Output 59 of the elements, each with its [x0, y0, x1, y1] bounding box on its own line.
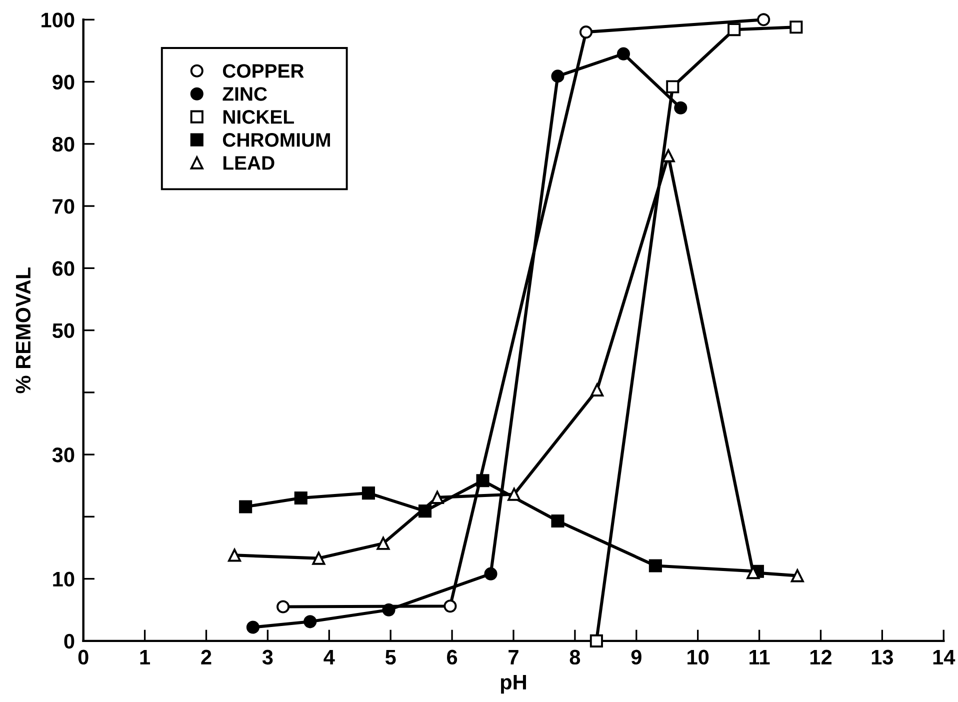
- legend-label: NICKEL: [223, 110, 294, 124]
- x-axis-title: pH: [500, 675, 526, 694]
- point: [579, 26, 593, 39]
- point: [666, 80, 680, 94]
- legend-label: COPPER: [222, 64, 304, 78]
- point: [662, 149, 675, 162]
- x-tick-label: 12: [810, 650, 832, 664]
- x-tick-label: 9: [631, 650, 642, 665]
- point: [476, 474, 490, 488]
- x-tick-label: 10: [688, 650, 709, 665]
- y-tick-label: 90: [52, 74, 74, 90]
- x-tick-label: 2: [201, 650, 212, 664]
- y-tick-label: 70: [52, 199, 74, 214]
- point: [484, 567, 498, 580]
- x-tick-label: 7: [508, 650, 518, 664]
- y-tick-label: 100: [42, 12, 74, 28]
- x-tick-label: 3: [262, 650, 273, 665]
- point: [551, 514, 564, 528]
- x-tick-label: 5: [385, 650, 396, 665]
- x-tick-label: 14: [933, 650, 956, 664]
- point: [228, 548, 242, 562]
- point: [246, 620, 260, 634]
- point: [590, 383, 604, 396]
- y-tick-label: 50: [52, 323, 74, 338]
- point: [790, 20, 803, 34]
- point: [674, 101, 688, 114]
- y-axis-title: % REMOVAL: [16, 267, 31, 394]
- y-tick-label: 10: [53, 572, 74, 587]
- x-tick-label: 6: [447, 650, 458, 665]
- point: [376, 536, 390, 550]
- legend-label: LEAD: [223, 156, 274, 170]
- y-tick-label: 60: [52, 261, 74, 276]
- point: [590, 634, 603, 648]
- x-tick-label: 13: [872, 650, 894, 665]
- y-tick-label: 80: [52, 136, 74, 152]
- point: [508, 488, 521, 501]
- point: [648, 559, 662, 572]
- legend-label: CHROMIUM: [222, 133, 330, 147]
- y-tick-label: 30: [52, 448, 74, 462]
- point: [790, 569, 804, 582]
- legend-label: ZINC: [222, 87, 267, 101]
- x-tick-label: 0: [78, 650, 88, 665]
- x-tick-label: 8: [570, 650, 580, 665]
- x-tick-label: 1: [140, 650, 150, 664]
- point: [239, 500, 252, 514]
- point: [551, 70, 564, 83]
- point: [757, 13, 770, 26]
- x-tick-label: 11: [750, 650, 770, 664]
- point: [294, 492, 308, 505]
- point: [382, 603, 396, 616]
- y-tick-label: 0: [64, 634, 74, 649]
- point: [312, 552, 326, 565]
- point: [444, 600, 457, 613]
- x-tick-label: 4: [324, 650, 335, 664]
- point: [362, 486, 375, 500]
- point: [276, 600, 290, 614]
- point: [616, 47, 630, 60]
- point: [728, 23, 741, 36]
- point: [304, 615, 317, 628]
